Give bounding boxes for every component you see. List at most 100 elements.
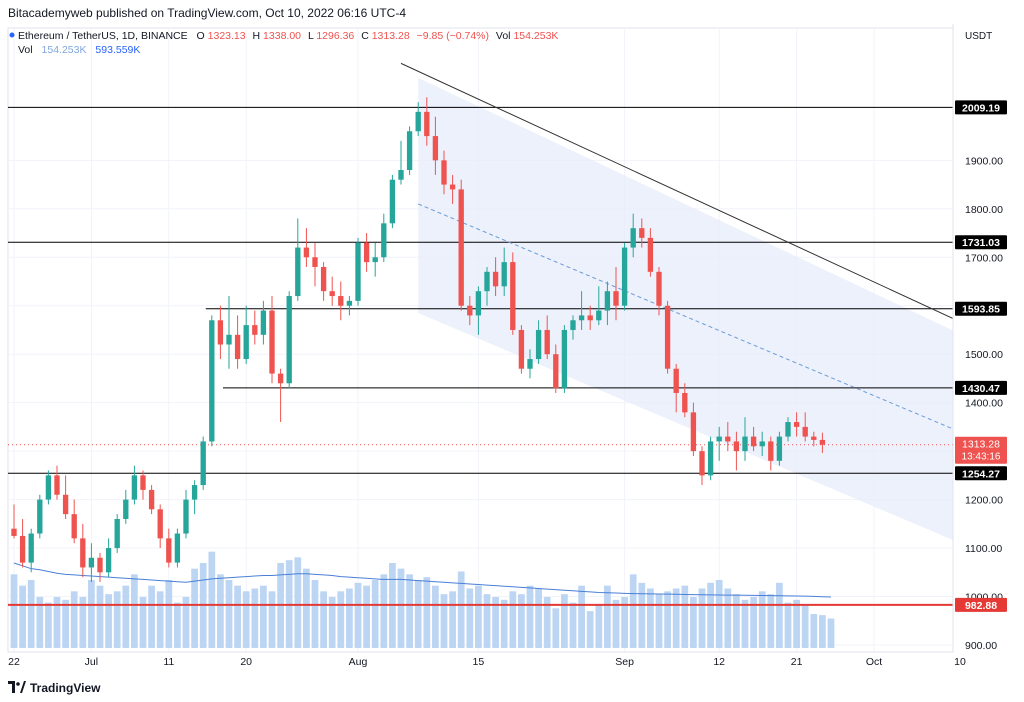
time-axis[interactable]: 22Jul1120Aug15Sep1221Oct1019 [8, 651, 1024, 668]
volume-bar [337, 591, 345, 648]
candle-body [11, 528, 17, 536]
candle [785, 417, 791, 442]
volume-bar [268, 591, 276, 648]
symbol-dot [9, 32, 15, 38]
volume-bar [801, 605, 809, 648]
volume-bar [690, 597, 697, 648]
candle-body [707, 441, 714, 476]
time-tick-label: Oct [866, 656, 882, 668]
candle [398, 140, 404, 185]
candle-body [372, 257, 378, 263]
candle [621, 242, 628, 311]
trendlines[interactable] [8, 62, 1024, 461]
candle [492, 257, 499, 297]
volume-bar [320, 591, 327, 648]
candle [682, 383, 688, 418]
price-tag-text: 1731.03 [962, 237, 1000, 249]
time-tick-label: 10 [954, 656, 966, 668]
volume-bar [604, 585, 611, 648]
descending-trendline[interactable] [400, 62, 1024, 361]
candle-body [312, 257, 318, 267]
candle [381, 213, 387, 263]
price-tag-bg [955, 380, 1007, 395]
candle-body [363, 242, 370, 263]
time-tick-label: 15 [473, 656, 485, 668]
vol-row-1: 154.253K [42, 44, 87, 56]
candle-body [484, 271, 490, 292]
volume-bar [10, 574, 18, 648]
legend-low-label: L [308, 30, 314, 42]
volume-bar [363, 585, 370, 648]
candle-body [527, 359, 533, 369]
candle [355, 237, 361, 306]
volume-bar [423, 577, 431, 648]
price-tag-1593.85[interactable]: 1593.85 [955, 301, 1007, 316]
candle-body [587, 315, 593, 321]
price-tag-982.88[interactable]: 982.88 [955, 597, 1007, 612]
volume-bar [53, 597, 61, 648]
candle-body [234, 334, 241, 360]
publisher-text: Bitacademyweb published on TradingView.c… [8, 6, 407, 20]
candle-body [355, 242, 361, 301]
volume-bar [414, 580, 422, 648]
price-axis[interactable]: USDT900.001000.001100.001200.001300.0014… [952, 24, 1024, 652]
price-tag-bg [955, 235, 1007, 250]
candle-body [200, 441, 206, 486]
candle-body [338, 296, 344, 306]
volume-bar [45, 602, 52, 648]
legend-open: 1323.13 [208, 30, 246, 42]
candle [725, 422, 731, 452]
candle-body [621, 247, 628, 306]
candle [776, 431, 783, 466]
price-tag-1430.47[interactable]: 1430.47 [955, 380, 1007, 395]
channel-midline[interactable] [418, 203, 1024, 461]
volume-bar [79, 597, 87, 648]
candle [260, 300, 267, 345]
volume-bar [793, 599, 800, 648]
countdown: 13:43:16 [962, 452, 1001, 463]
horizontal-levels[interactable] [8, 106, 953, 606]
volume-bar [707, 582, 714, 648]
candle-body [811, 436, 817, 440]
volume-bar [509, 591, 517, 648]
volume-bar [621, 597, 628, 648]
candle [742, 417, 748, 461]
candle-body [157, 509, 163, 539]
candle [28, 528, 34, 573]
candle-body [432, 136, 439, 161]
price-tag-1254.27[interactable]: 1254.27 [955, 466, 1007, 481]
price-tag-1731.03[interactable]: 1731.03 [955, 235, 1007, 250]
price-chart[interactable]: USDT900.001000.001100.001200.001300.0014… [0, 24, 1024, 674]
candle [561, 325, 568, 393]
candle [166, 528, 172, 568]
price-tick-label: 1400.00 [965, 398, 1003, 410]
price-tag-bg [955, 466, 1007, 481]
volume-bar [638, 582, 646, 648]
volume-bar [758, 591, 766, 648]
price-tag-2009.19[interactable]: 2009.19 [955, 100, 1007, 115]
candle-body [510, 262, 516, 330]
candle [200, 436, 206, 490]
candle [424, 97, 430, 146]
candle [140, 470, 146, 500]
candle [303, 228, 310, 267]
candle [415, 102, 421, 137]
vol-row-label: Vol [18, 44, 33, 56]
volume-bar [578, 585, 585, 648]
candle-body [346, 300, 353, 306]
volume-bar [784, 602, 792, 648]
tradingview-logo-icon [8, 681, 26, 693]
volume-bar [182, 597, 190, 648]
time-tick-label: 22 [8, 656, 20, 668]
volume-bar [672, 588, 680, 648]
time-tick-label: 11 [163, 656, 174, 668]
candle [80, 523, 86, 578]
volume-bar [70, 591, 78, 648]
candle [587, 305, 593, 330]
candle-body [37, 499, 43, 534]
candle [768, 436, 774, 471]
price-tick-label: 1500.00 [965, 349, 1003, 361]
volume-bar [655, 594, 663, 648]
candle [114, 514, 120, 553]
